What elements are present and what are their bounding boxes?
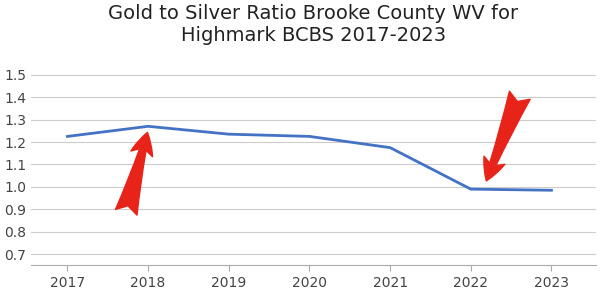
Title: Gold to Silver Ratio Brooke County WV for
Highmark BCBS 2017-2023: Gold to Silver Ratio Brooke County WV fo…	[109, 4, 518, 45]
